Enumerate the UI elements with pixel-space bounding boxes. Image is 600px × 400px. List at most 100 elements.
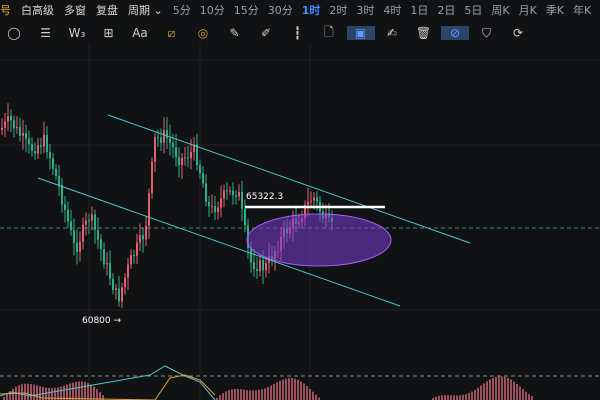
macd-bar	[21, 384, 23, 400]
period-4[interactable]: 1时	[301, 4, 321, 17]
macd-bar	[300, 381, 302, 400]
period-7[interactable]: 4时	[383, 4, 402, 17]
candlestick	[118, 288, 120, 302]
candlestick	[61, 185, 63, 205]
macd-bar	[222, 393, 224, 400]
candlestick	[175, 147, 177, 158]
period-9[interactable]: 2日	[437, 4, 456, 17]
macd-bar	[516, 383, 518, 400]
macd-bar	[33, 384, 35, 400]
candlestick	[196, 144, 198, 166]
macd-bar	[72, 382, 74, 400]
pencil-tool-icon[interactable]: ✐	[260, 26, 272, 40]
candlestick	[49, 152, 51, 159]
period-3[interactable]: 30分	[267, 4, 293, 17]
candlestick	[145, 225, 147, 240]
macd-bar	[282, 379, 284, 400]
lock-tool-icon[interactable]: 🗋	[324, 24, 334, 39]
candlestick	[109, 263, 111, 279]
delete-tool-icon[interactable]: 🗑	[415, 26, 432, 40]
edit-tool-icon[interactable]: ✍	[386, 26, 398, 40]
candlestick	[58, 175, 60, 186]
lower-trend-line	[37, 177, 401, 307]
replay-button[interactable]: 复盘	[96, 4, 118, 17]
period-10[interactable]: 5日	[464, 4, 483, 17]
macd-bar	[255, 390, 257, 400]
macd-bar	[450, 395, 452, 400]
macd-bar	[462, 394, 464, 400]
period-dropdown[interactable]: 周期 ⌄	[128, 4, 163, 17]
candlestick	[31, 144, 33, 152]
bookmark-tool-icon[interactable]: ▣	[346, 26, 375, 40]
brand-label: 号	[0, 4, 11, 17]
upper-trend-line	[107, 114, 471, 244]
macd-bar	[48, 387, 50, 400]
candlestick	[64, 204, 66, 210]
period-2[interactable]: 15分	[233, 4, 259, 17]
macd-bar	[507, 377, 509, 400]
candlestick	[121, 287, 123, 302]
link-tool-icon[interactable]: ⊘	[441, 26, 469, 40]
advanced-button[interactable]: 白高级	[21, 4, 54, 17]
candlestick	[124, 277, 126, 288]
macd-bar	[102, 395, 104, 400]
candlestick	[148, 193, 150, 226]
period-6[interactable]: 3时	[356, 4, 375, 17]
macd-bar	[459, 395, 461, 400]
macd-bar	[24, 383, 26, 400]
candlestick	[73, 230, 75, 243]
macd-bar	[483, 383, 485, 400]
macd-bar	[243, 389, 245, 400]
ruler-tool-icon[interactable]: ⧄	[167, 25, 176, 40]
macd-bar	[432, 397, 434, 400]
period-1[interactable]: 10分	[199, 4, 225, 17]
price-chart[interactable]: 65322.3 60800 →	[0, 44, 600, 400]
text-tool-icon[interactable]: Aa	[132, 26, 148, 40]
candlestick	[217, 207, 219, 213]
candlestick	[154, 137, 156, 162]
circle-tool-icon[interactable]: ◯	[7, 26, 21, 40]
candlestick	[160, 137, 162, 143]
macd-bar	[99, 391, 101, 400]
candlestick	[214, 205, 216, 213]
candlestick	[310, 200, 312, 202]
period-5[interactable]: 2时	[329, 4, 348, 17]
macd-bar	[468, 392, 470, 400]
candle-tool-icon[interactable]: ┇	[293, 26, 302, 40]
period-13[interactable]: 季K	[545, 4, 565, 17]
period-8[interactable]: 1日	[410, 4, 429, 17]
multi-window-button[interactable]: 多窗	[64, 4, 86, 17]
macd-bar	[528, 394, 530, 400]
candlestick	[220, 198, 222, 208]
magnet-tool-icon[interactable]: ◎	[197, 26, 209, 40]
candlestick	[112, 278, 114, 291]
macd-bar	[252, 390, 254, 400]
macd-bar	[264, 388, 266, 400]
candlestick	[250, 247, 252, 263]
high-price-label: 65322.3	[246, 192, 283, 202]
macd-bar	[60, 386, 62, 400]
measure-tool-icon[interactable]: ✎	[229, 26, 240, 40]
period-0[interactable]: 5分	[172, 4, 191, 17]
period-11[interactable]: 周K	[491, 4, 510, 17]
macd-bar	[90, 384, 92, 400]
candlestick	[67, 209, 69, 222]
candlestick	[205, 183, 207, 202]
macd-bar	[6, 393, 8, 400]
candlestick	[193, 144, 195, 152]
macd-bar	[519, 386, 521, 400]
period-14[interactable]: 年K	[573, 4, 592, 17]
macd-bar	[495, 376, 497, 400]
candlestick	[4, 121, 6, 128]
sync-tool-icon[interactable]: ⟳	[512, 26, 524, 40]
candlestick	[232, 190, 234, 196]
candlestick	[46, 134, 48, 153]
filter-tool-icon[interactable]: ⛉	[481, 25, 491, 40]
candlestick	[187, 157, 189, 159]
wave-tool-icon[interactable]: W₃	[68, 26, 86, 40]
candlestick	[136, 242, 138, 256]
low-price-label: 60800 →	[82, 316, 121, 326]
horizontal-lines-tool-icon[interactable]: ☰	[40, 26, 51, 40]
rectangle-tool-icon[interactable]: ⊞	[103, 26, 114, 40]
period-12[interactable]: 月K	[518, 4, 537, 17]
